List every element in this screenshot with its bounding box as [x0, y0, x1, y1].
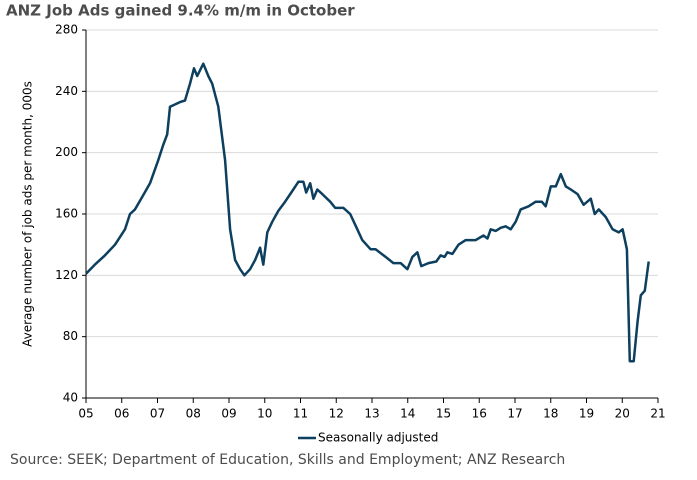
x-tick-label: 07 [150, 407, 165, 421]
x-tick-label: 12 [329, 407, 344, 421]
x-tick-label: 15 [436, 407, 451, 421]
y-tick-label: 40 [63, 391, 78, 405]
legend-label: Seasonally adjusted [318, 431, 438, 445]
x-tick-label: 06 [114, 407, 129, 421]
y-tick-label: 240 [55, 84, 78, 98]
x-tick-label: 20 [615, 407, 630, 421]
x-tick-label: 19 [579, 407, 594, 421]
x-tick-label: 13 [364, 407, 379, 421]
x-tick-label: 18 [543, 407, 558, 421]
y-tick-label: 80 [63, 329, 78, 343]
y-axis-label: Average number of job ads per month, 000… [21, 81, 35, 347]
x-tick-label: 16 [472, 407, 487, 421]
x-tick-label: 14 [400, 407, 415, 421]
x-tick-label: 09 [221, 407, 236, 421]
source: Source: SEEK; Department of Education, S… [10, 452, 565, 468]
chart-title: ANZ Job Ads gained 9.4% m/m in October [6, 2, 355, 20]
x-tick-label: 11 [293, 407, 308, 421]
x-tick-label: 17 [507, 407, 522, 421]
line [85, 62, 650, 363]
x-tick-label: 08 [186, 407, 201, 421]
x-tick-label: 10 [257, 407, 272, 421]
y-tick-label: 200 [55, 145, 78, 159]
y-tick-label: 160 [55, 207, 78, 221]
x-tick-label: 05 [78, 407, 93, 421]
y-tick-label: 280 [55, 23, 78, 37]
x-tick-label: 21 [650, 407, 665, 421]
y-tick-label: 120 [55, 268, 78, 282]
